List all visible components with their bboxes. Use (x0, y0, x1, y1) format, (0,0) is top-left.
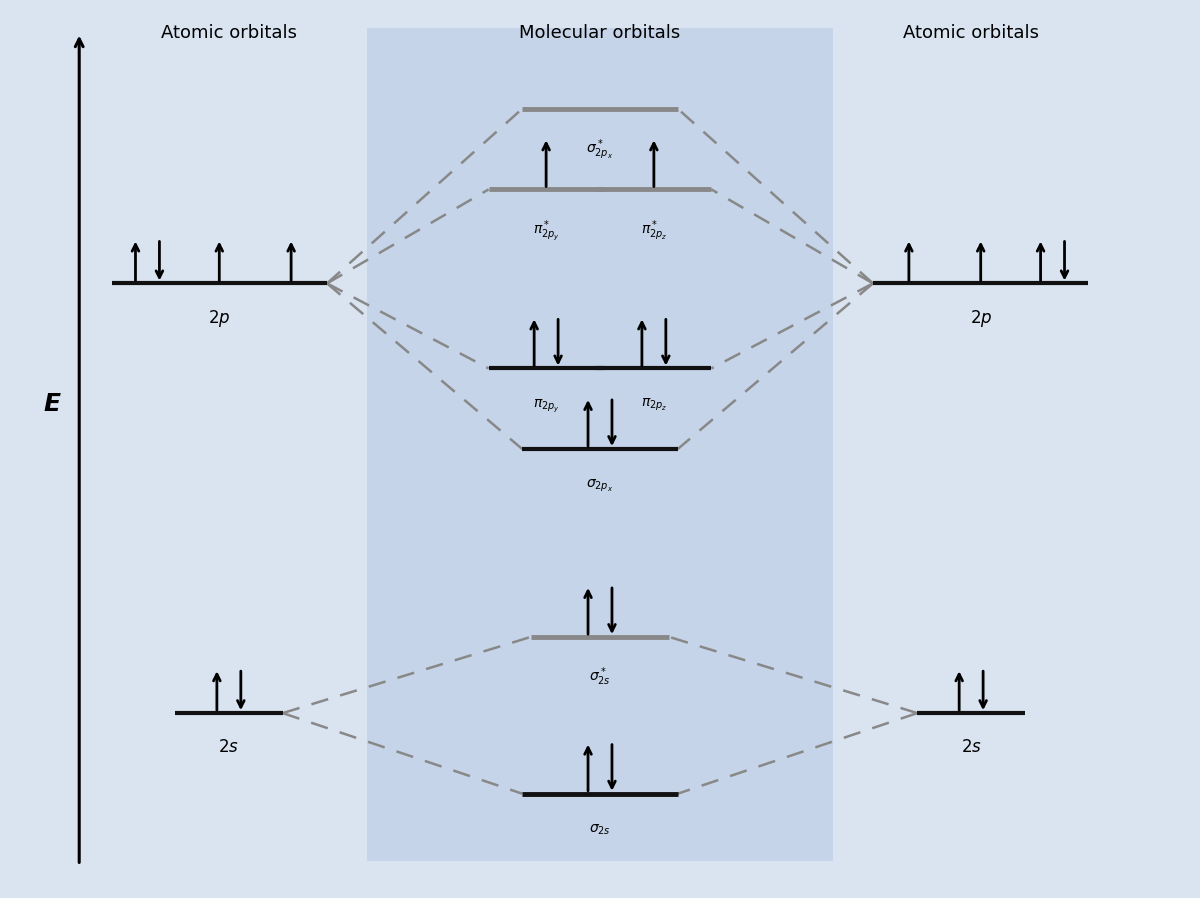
Text: $\pi^*_{2p_z}$: $\pi^*_{2p_z}$ (641, 218, 667, 242)
Text: $\sigma^*_{2p_x}$: $\sigma^*_{2p_x}$ (587, 137, 613, 162)
Text: $\pi^*_{2p_y}$: $\pi^*_{2p_y}$ (533, 218, 559, 242)
Bar (366, 28, 834, 861)
Text: $\sigma_{2s}$: $\sigma_{2s}$ (589, 823, 611, 837)
Text: $2s$: $2s$ (218, 738, 239, 756)
Text: E: E (43, 392, 60, 417)
Text: Molecular orbitals: Molecular orbitals (520, 23, 680, 42)
Text: $\sigma_{2p_x}$: $\sigma_{2p_x}$ (587, 478, 613, 494)
Text: $\sigma^*_{2s}$: $\sigma^*_{2s}$ (589, 665, 611, 688)
Text: $\pi_{2p_z}$: $\pi_{2p_z}$ (641, 397, 667, 413)
Text: Atomic orbitals: Atomic orbitals (904, 23, 1039, 42)
Text: $\pi_{2p_y}$: $\pi_{2p_y}$ (533, 397, 559, 414)
Text: Atomic orbitals: Atomic orbitals (161, 23, 296, 42)
Text: $2p$: $2p$ (208, 308, 230, 330)
Text: $2s$: $2s$ (961, 738, 982, 756)
Text: $2p$: $2p$ (970, 308, 992, 330)
